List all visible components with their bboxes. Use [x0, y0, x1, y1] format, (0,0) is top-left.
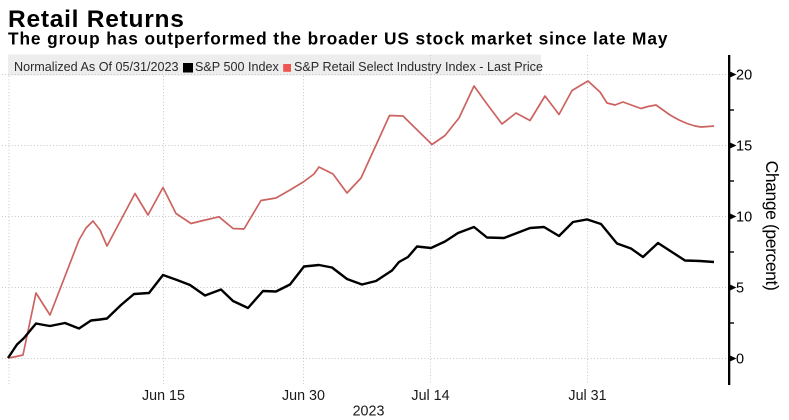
svg-text:15: 15 — [736, 139, 752, 155]
svg-text:The group has outperformed the: The group has outperformed the broader U… — [8, 29, 668, 49]
svg-text:2023: 2023 — [353, 404, 385, 420]
svg-text:10: 10 — [736, 210, 752, 226]
svg-text:20: 20 — [736, 68, 752, 84]
svg-text:Retail Returns: Retail Returns — [8, 6, 185, 33]
svg-text:5: 5 — [736, 281, 744, 297]
svg-text:S&P Retail Select Industry Ind: S&P Retail Select Industry Index - Last … — [294, 60, 543, 74]
svg-text:Change (percent): Change (percent) — [762, 161, 782, 291]
svg-text:Jul 31: Jul 31 — [568, 388, 606, 404]
svg-text:S&P 500 Index: S&P 500 Index — [195, 60, 279, 74]
svg-text:Normalized As Of 05/31/2023: Normalized As Of 05/31/2023 — [14, 60, 179, 74]
svg-text:Jun 15: Jun 15 — [142, 388, 185, 404]
svg-text:Jul 14: Jul 14 — [411, 388, 449, 404]
svg-text:0: 0 — [736, 352, 744, 368]
svg-text:Jun 30: Jun 30 — [282, 388, 325, 404]
